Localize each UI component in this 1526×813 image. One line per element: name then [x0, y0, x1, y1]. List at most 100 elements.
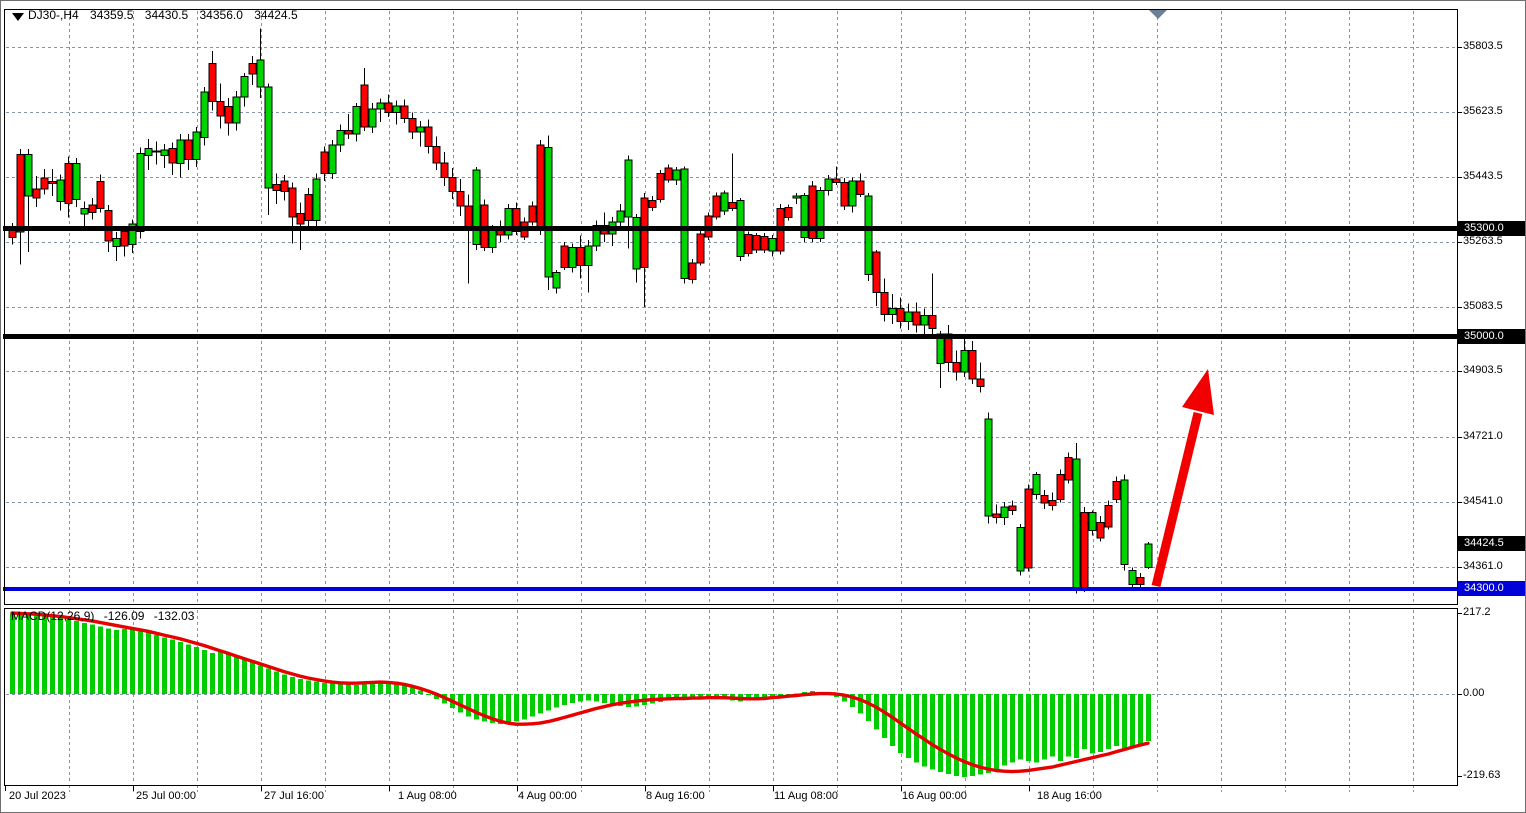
macd-axis-label: 0.00 [1463, 687, 1485, 699]
bull-candle [136, 153, 145, 232]
bull-candle [240, 75, 249, 98]
bear-candle [1048, 500, 1057, 506]
macd-bar [1114, 694, 1119, 747]
bear-candle [952, 362, 961, 373]
bear-candle [384, 102, 393, 113]
macd-bar [170, 639, 175, 694]
macd-bar [986, 694, 991, 774]
bear-candle [880, 292, 889, 315]
macd-bar [418, 690, 423, 694]
bear-candle [688, 262, 697, 281]
macd-bar [530, 694, 535, 717]
macd-bar [122, 629, 127, 694]
bull-candle [1072, 458, 1081, 589]
open-value: 34359.5 [90, 8, 134, 22]
macd-bar [506, 694, 511, 724]
macd-bar [698, 694, 703, 698]
macd-bar [98, 626, 103, 694]
bear-candle [1104, 504, 1113, 528]
bear-candle [696, 233, 705, 264]
bear-candle [808, 185, 817, 240]
price-tag: 34300.0 [1458, 580, 1525, 596]
bull-candle [680, 168, 689, 279]
bull-candle [72, 163, 81, 201]
macd-bar [970, 694, 975, 777]
time-axis-label: 1 Aug 08:00 [398, 790, 457, 802]
bear-candle [320, 151, 329, 175]
macd-bar [234, 656, 239, 694]
macd-bar [330, 683, 335, 694]
scroll-marker-icon [1149, 10, 1167, 19]
bear-candle [840, 181, 849, 207]
price-axis-label: 35803.5 [1463, 40, 1503, 52]
macd-bar [18, 614, 23, 694]
bear-candle [1040, 494, 1049, 504]
macd-bar [266, 668, 271, 694]
bear-candle [64, 163, 73, 204]
bull-candle [112, 238, 121, 248]
bear-candle [728, 202, 737, 209]
bear-candle [224, 106, 233, 124]
bull-candle [592, 225, 601, 247]
bear-candle [560, 245, 569, 268]
bear-candle [208, 62, 217, 103]
bull-candle [616, 210, 625, 223]
macd-bar [50, 616, 55, 694]
bull-candle [544, 146, 553, 278]
bull-candle [672, 169, 681, 181]
macd-bar [554, 694, 559, 708]
bull-candle [336, 129, 345, 146]
macd-bar [386, 680, 391, 694]
bull-candle [328, 144, 337, 175]
symbol-dropdown-icon[interactable] [12, 13, 24, 21]
price-axis-label: 35623.5 [1463, 104, 1503, 117]
macd-bar [1122, 694, 1127, 751]
macd-bar [946, 694, 951, 775]
bear-candle [48, 181, 57, 184]
price-level-lines [3, 226, 1457, 591]
bear-candle [968, 349, 977, 380]
macd-bar [394, 681, 399, 694]
price-axis-label: 35083.5 [1463, 299, 1503, 312]
macd-bar [890, 694, 895, 747]
macd-bar [962, 694, 967, 777]
macd-axis-label: -219.63 [1463, 768, 1501, 781]
bear-candle [744, 233, 753, 255]
bear-candle [872, 251, 881, 294]
macd-bar [778, 694, 783, 696]
bear-candle [664, 167, 673, 181]
macd-bar [538, 694, 543, 714]
macd-bar [466, 694, 471, 717]
bear-candle [512, 208, 521, 232]
macd-bar [314, 681, 319, 694]
price-axis-label: 35263.5 [1463, 234, 1503, 247]
macd-bar [754, 694, 759, 700]
bear-candle [496, 229, 505, 236]
macd-bar [306, 680, 311, 694]
bear-candle [400, 105, 409, 120]
bear-candle [424, 126, 433, 147]
macd-bar [146, 632, 151, 694]
bear-candle [432, 145, 441, 164]
time-axis-label: 18 Aug 16:00 [1037, 790, 1102, 802]
macd-bar [1138, 694, 1143, 745]
macd-bar [674, 694, 679, 700]
macd-bar [1106, 694, 1111, 750]
macd-bar [226, 653, 231, 694]
macd-bar [130, 628, 135, 694]
bull-candle [936, 333, 945, 365]
macd-bar [602, 694, 607, 703]
bear-candle [464, 205, 473, 229]
macd-bar [498, 694, 503, 724]
bear-candle [1136, 576, 1145, 586]
time-axis-label: 8 Aug 16:00 [646, 790, 705, 802]
bull-candle [80, 208, 89, 215]
macd-bar [546, 694, 551, 711]
macd-bar [258, 665, 263, 694]
macd-bar [210, 652, 215, 694]
bull-candle [632, 217, 641, 270]
macd-bar [154, 635, 159, 694]
bull-candle [24, 154, 33, 197]
bull-candle [960, 349, 969, 373]
